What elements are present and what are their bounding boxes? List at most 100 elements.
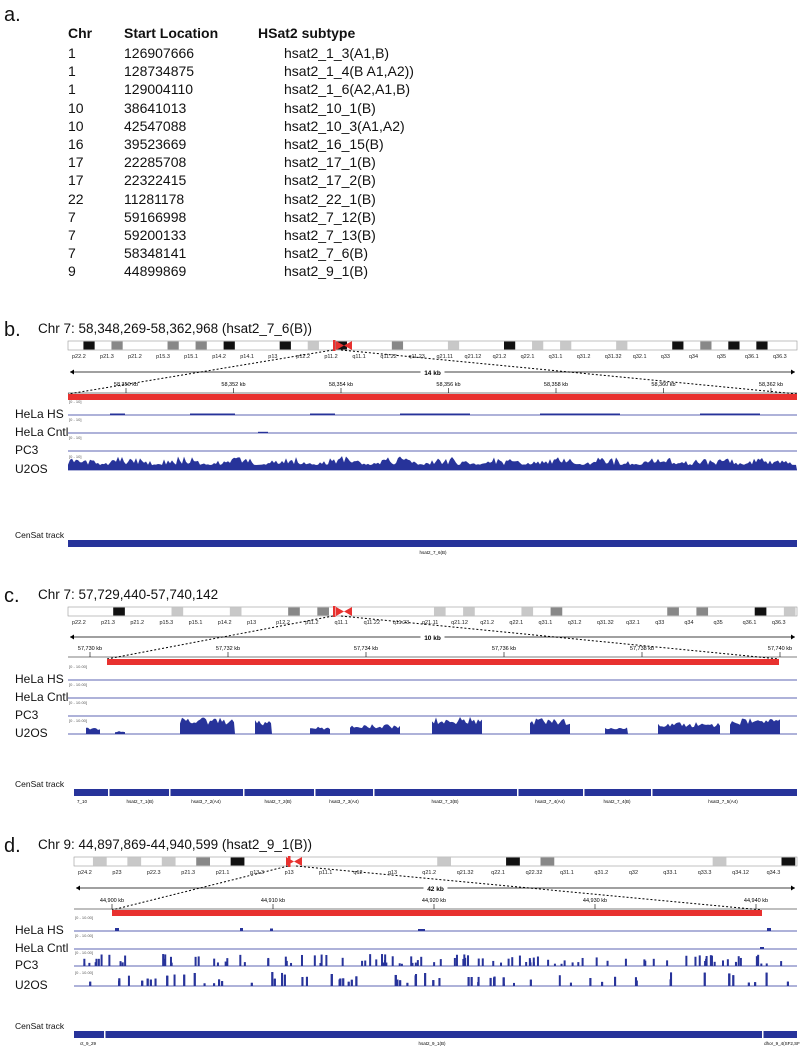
locus-marker	[333, 606, 336, 617]
cell-start: 59200133	[124, 226, 187, 243]
cell-subtype: hsat2_7_6(B)	[284, 245, 369, 262]
panel-letter-b: b.	[4, 319, 21, 341]
coverage-spike	[221, 981, 224, 986]
coverage-blip	[310, 413, 335, 415]
table-row: 16 39523669 hsat2_16_15(B)	[68, 135, 484, 153]
table-row: 7 58348141 hsat2_7_6(B)	[68, 244, 484, 262]
coverage-spike	[271, 972, 274, 986]
coverage-spike	[529, 960, 532, 966]
censat-feature-label: dhor_9_4(SF2,SF	[764, 1041, 800, 1046]
locus-d: Chr 9: 44,897,869-44,940,599 (hsat2_9_1(…	[38, 837, 312, 852]
region-bar	[68, 394, 797, 400]
locus-marker	[288, 856, 291, 867]
span-arrow-right	[791, 634, 795, 640]
coverage-spike	[765, 972, 768, 986]
cell-chr: 16	[68, 135, 84, 152]
coverage-spike	[595, 957, 598, 966]
track-range-label: [0 - 10]	[69, 435, 81, 440]
span-arrow-left	[76, 885, 80, 891]
ideogram-band	[404, 607, 417, 616]
cell-subtype: hsat2_9_1(B)	[284, 263, 369, 280]
coverage-spike	[127, 975, 130, 986]
band-label: p14.2	[212, 354, 226, 360]
coverage-peak	[255, 720, 272, 734]
table-row: 10 38641013 hsat2_10_1(B)	[68, 99, 484, 117]
ideogram-band	[167, 341, 179, 350]
coverage-spike	[577, 962, 580, 966]
ideogram-band	[447, 341, 460, 350]
subtype-table: Chr Start Location HSat2 subtype 1 126907…	[68, 24, 484, 280]
coverage-spike	[747, 982, 750, 986]
coverage-spike	[399, 980, 402, 986]
coverage-spike	[342, 978, 345, 986]
coverage-spike	[83, 958, 86, 966]
coverage-blip	[400, 413, 470, 415]
cell-subtype: hsat2_1_6(A2,A1,B)	[284, 81, 411, 98]
band-label: q33.3	[698, 870, 712, 876]
coverage-spike	[267, 959, 270, 966]
coverage-spike	[216, 962, 219, 966]
coverage-spike	[213, 958, 216, 966]
band-label: q21.2	[422, 870, 436, 876]
track-label: HeLa Cntl	[15, 425, 69, 439]
coverage-spike	[507, 958, 510, 966]
coverage-spike	[581, 957, 584, 966]
region-bar	[107, 659, 779, 665]
censat-feature-label: hsat2_7_1(B)	[126, 799, 154, 804]
cell-start: 11281178	[124, 190, 185, 207]
locus-c: Chr 7: 57,729,440-57,740,142	[38, 587, 219, 602]
band-label: q11.22	[364, 620, 380, 626]
cell-chr: 7	[68, 226, 76, 243]
table-row: 1 129004110 hsat2_1_6(A2,A1,B)	[68, 80, 484, 98]
band-label: q21.2	[480, 620, 494, 626]
coverage-spike	[173, 974, 176, 986]
band-label: q31.1	[539, 620, 553, 626]
censat-divider	[762, 1031, 764, 1038]
track-label: HeLa Cntl	[15, 690, 69, 704]
coverage-spike	[320, 954, 323, 966]
coverage-spike	[529, 979, 532, 986]
ideogram-band	[111, 341, 123, 350]
ideogram-band	[223, 341, 235, 350]
band-label: p13	[247, 620, 256, 626]
coverage-spike	[760, 963, 763, 966]
tick-label: 44,900 kb	[100, 898, 124, 904]
coverage-spike	[325, 954, 328, 966]
coverage-spike	[338, 979, 341, 986]
band-label: q34.12	[732, 870, 749, 876]
coverage-spike	[713, 961, 716, 966]
coverage-spike	[226, 958, 229, 966]
band-label: p22.2	[72, 620, 86, 626]
ideogram-band	[475, 341, 488, 350]
band-label: q31.32	[605, 354, 622, 360]
ideogram-band	[574, 857, 589, 866]
coverage-spike	[467, 977, 470, 986]
coverage-spike	[154, 978, 157, 986]
coverage-spike	[455, 954, 458, 966]
header-start: Start Location	[124, 25, 219, 41]
coverage-spike	[411, 962, 414, 966]
band-label: p13	[268, 354, 277, 360]
cell-chr: 9	[68, 263, 76, 280]
cell-chr: 17	[68, 172, 84, 189]
zoom-line-right	[340, 615, 780, 660]
band-label: q22.1	[491, 870, 505, 876]
coverage-spike	[754, 982, 757, 986]
ideogram-band	[471, 857, 486, 866]
band-label: q21.12	[451, 620, 468, 626]
ideogram	[67, 606, 798, 617]
coverage-spike	[414, 962, 417, 966]
censat-feature-label: 7_10	[77, 799, 88, 804]
ideogram-band	[363, 341, 376, 350]
locus-marker	[333, 340, 336, 351]
table-row: 7 59166998 hsat2_7_12(B)	[68, 208, 484, 226]
tick-label: 58,360 kb	[651, 382, 675, 388]
cell-subtype: hsat2_17_2(B)	[284, 172, 376, 189]
band-label: p13.3	[250, 870, 264, 876]
ideogram-band	[756, 341, 768, 350]
censat-feature-label: hsat2_7_4(B)	[603, 799, 631, 804]
coverage-spike	[477, 982, 480, 986]
coverage-spike	[273, 978, 276, 986]
band-label: q32.1	[633, 354, 647, 360]
coverage-spike	[119, 961, 122, 966]
